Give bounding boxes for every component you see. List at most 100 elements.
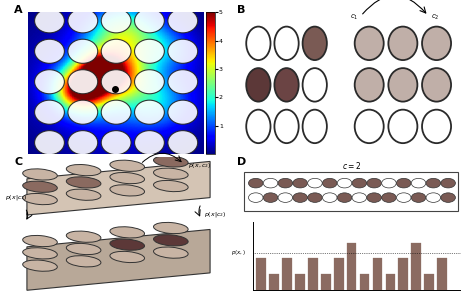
Text: $c_1$: $c_1$ [350, 13, 358, 22]
Circle shape [382, 178, 396, 188]
Circle shape [35, 100, 64, 124]
Bar [334, 258, 344, 290]
Circle shape [246, 68, 271, 102]
Ellipse shape [154, 247, 188, 258]
Text: B: B [237, 5, 246, 14]
Circle shape [101, 70, 131, 94]
Bar [282, 258, 292, 290]
Ellipse shape [154, 168, 188, 179]
Circle shape [101, 9, 131, 33]
Circle shape [135, 131, 164, 155]
Circle shape [422, 68, 451, 102]
Circle shape [337, 193, 352, 202]
Ellipse shape [23, 169, 57, 180]
Circle shape [274, 110, 299, 143]
Circle shape [441, 193, 456, 202]
Circle shape [355, 110, 384, 143]
Ellipse shape [23, 260, 57, 271]
Text: C: C [14, 157, 22, 167]
Circle shape [308, 193, 322, 202]
Bar [438, 258, 447, 290]
Ellipse shape [23, 248, 57, 259]
Bar [373, 258, 383, 290]
Ellipse shape [66, 256, 101, 267]
Text: $p(x|c_2)$: $p(x|c_2)$ [203, 210, 226, 220]
Bar [295, 274, 305, 290]
Circle shape [135, 39, 164, 63]
Text: $p(x|c_1)$: $p(x|c_1)$ [5, 193, 27, 202]
Circle shape [388, 110, 418, 143]
Circle shape [101, 131, 131, 155]
Bar [347, 243, 356, 290]
Circle shape [396, 193, 411, 202]
Circle shape [101, 39, 131, 63]
Bar [399, 258, 408, 290]
Circle shape [168, 100, 198, 124]
Bar [411, 243, 421, 290]
Bar [256, 258, 266, 290]
Circle shape [248, 193, 263, 202]
Circle shape [388, 68, 418, 102]
Circle shape [337, 178, 352, 188]
Text: $p(x,)$: $p(x,)$ [231, 248, 246, 257]
Ellipse shape [110, 239, 145, 250]
Text: A: A [14, 5, 23, 14]
Ellipse shape [154, 235, 188, 246]
Circle shape [293, 178, 308, 188]
Ellipse shape [66, 177, 101, 188]
Circle shape [352, 193, 366, 202]
Ellipse shape [23, 235, 57, 247]
Circle shape [322, 193, 337, 202]
Ellipse shape [110, 172, 145, 184]
Bar [385, 274, 395, 290]
Circle shape [278, 193, 292, 202]
Circle shape [302, 110, 327, 143]
Circle shape [355, 68, 384, 102]
Circle shape [411, 193, 426, 202]
Ellipse shape [23, 193, 57, 205]
Circle shape [35, 131, 64, 155]
Circle shape [168, 9, 198, 33]
Ellipse shape [66, 243, 101, 255]
Ellipse shape [110, 251, 145, 263]
Circle shape [278, 178, 292, 188]
Ellipse shape [154, 180, 188, 192]
Ellipse shape [110, 185, 145, 196]
Circle shape [355, 26, 384, 60]
Polygon shape [27, 161, 210, 215]
Circle shape [422, 26, 451, 60]
Ellipse shape [23, 181, 57, 192]
Circle shape [168, 131, 198, 155]
Circle shape [135, 9, 164, 33]
Circle shape [411, 178, 426, 188]
Circle shape [263, 178, 278, 188]
Text: $c_2$: $c_2$ [431, 13, 439, 22]
Circle shape [293, 193, 308, 202]
Text: D: D [237, 157, 246, 167]
Circle shape [426, 178, 441, 188]
Circle shape [302, 26, 327, 60]
Circle shape [352, 178, 366, 188]
Ellipse shape [110, 227, 145, 238]
Bar [424, 274, 434, 290]
Circle shape [68, 9, 98, 33]
Circle shape [101, 100, 131, 124]
Circle shape [426, 193, 441, 202]
Bar [321, 274, 330, 290]
Ellipse shape [154, 222, 188, 234]
Circle shape [396, 178, 411, 188]
Circle shape [274, 26, 299, 60]
Ellipse shape [66, 164, 101, 176]
Circle shape [248, 178, 263, 188]
Circle shape [135, 100, 164, 124]
Circle shape [68, 100, 98, 124]
Bar [308, 258, 318, 290]
Circle shape [68, 131, 98, 155]
Circle shape [388, 26, 418, 60]
Circle shape [35, 9, 64, 33]
Circle shape [441, 178, 456, 188]
Circle shape [35, 70, 64, 94]
Circle shape [302, 68, 327, 102]
Circle shape [274, 68, 299, 102]
Circle shape [35, 39, 64, 63]
